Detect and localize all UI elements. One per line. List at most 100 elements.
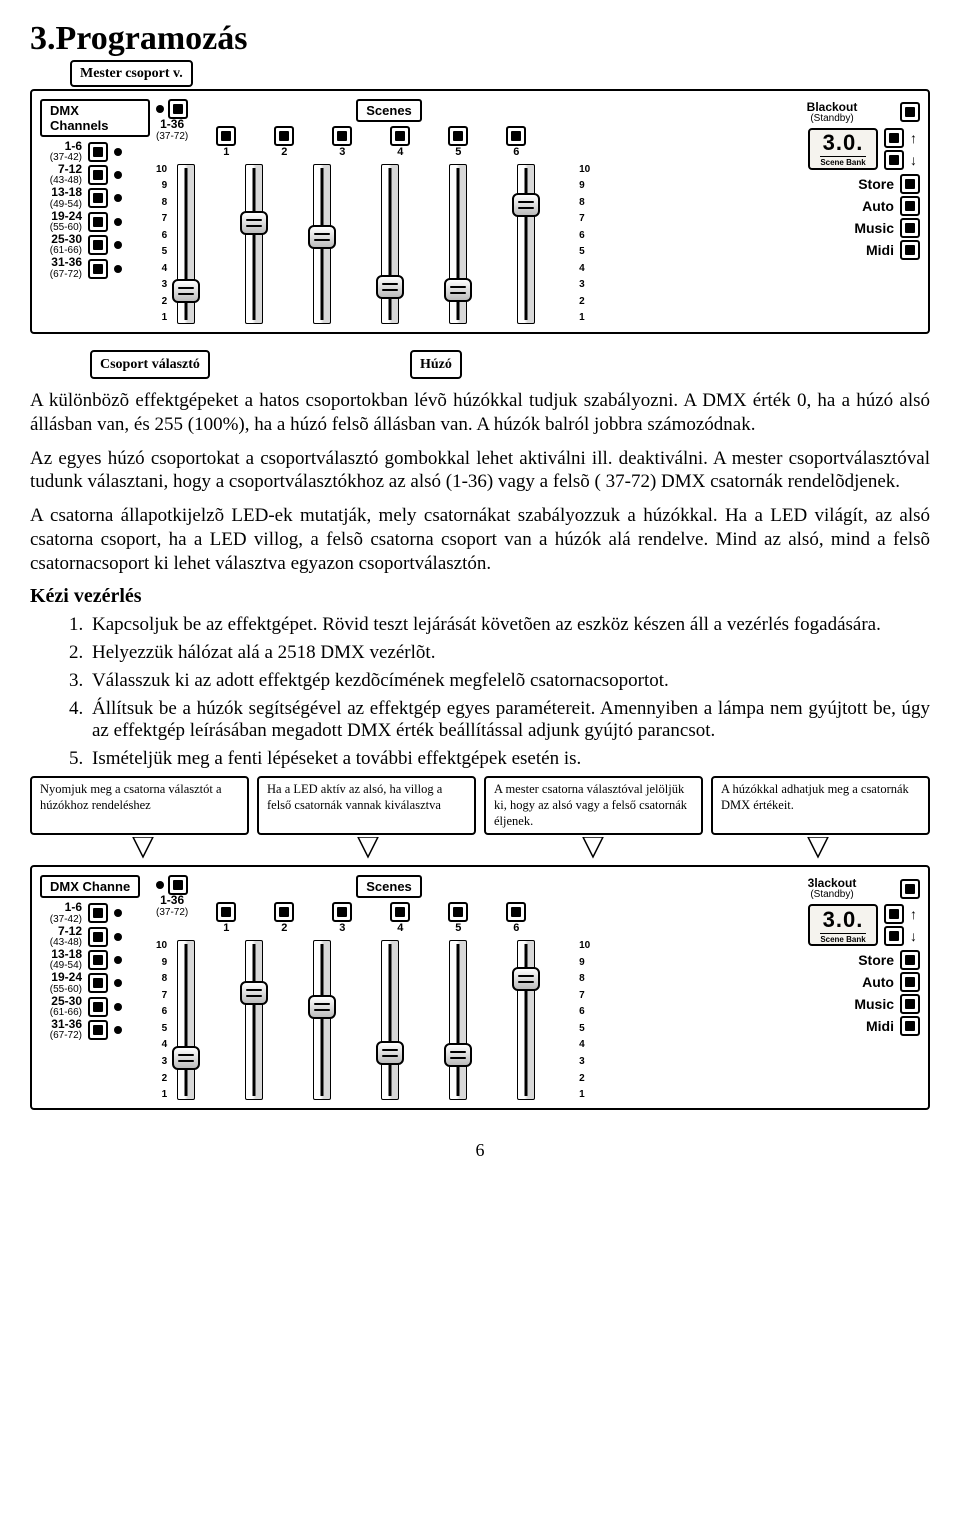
scale-tick: 2 (579, 296, 585, 307)
fader-handle[interactable] (512, 193, 540, 217)
fader[interactable] (309, 940, 335, 1100)
scenes-label: Scenes (356, 99, 422, 122)
store-button[interactable] (900, 174, 920, 194)
scale-tick: 1 (579, 312, 585, 323)
fader-handle[interactable] (376, 1041, 404, 1065)
group-select-button[interactable] (88, 235, 108, 255)
scale-tick: 8 (162, 197, 168, 208)
fader[interactable] (241, 940, 267, 1100)
scale-tick: 7 (162, 213, 168, 224)
fader[interactable] (513, 940, 539, 1100)
group-selector-row: 25-30 (61-66) (40, 234, 150, 256)
fader-handle[interactable] (172, 279, 200, 303)
store-button[interactable] (900, 950, 920, 970)
step-item: Helyezzük hálózat alá a 2518 DMX vezérlõ… (88, 642, 930, 664)
bank-up-button[interactable] (884, 904, 904, 924)
midi-button[interactable] (900, 240, 920, 260)
blackout-button[interactable] (900, 102, 920, 122)
bank-down-button[interactable] (884, 150, 904, 170)
group-select-button[interactable] (88, 1020, 108, 1040)
scene-button[interactable] (216, 902, 236, 922)
blackout-label: Blackout (770, 101, 894, 113)
group-led (114, 933, 122, 941)
scale-tick: 9 (162, 957, 168, 968)
fader-handle[interactable] (376, 275, 404, 299)
group-select-button[interactable] (88, 927, 108, 947)
kezi-vezerles-heading: Kézi vezérlés (30, 585, 930, 608)
scale-tick: 7 (579, 990, 585, 1001)
group-select-button[interactable] (88, 973, 108, 993)
fader-handle[interactable] (172, 1046, 200, 1070)
fader[interactable] (445, 164, 471, 324)
scene-bank-display: 3.0. Scene Bank (808, 128, 878, 170)
fader-handle[interactable] (308, 225, 336, 249)
music-button[interactable] (900, 218, 920, 238)
bank-up-button[interactable] (884, 128, 904, 148)
auto-button[interactable] (900, 196, 920, 216)
fader[interactable] (445, 940, 471, 1100)
scene-button[interactable] (332, 902, 352, 922)
arrow-down-icon: ↓ (910, 928, 920, 944)
scene-button[interactable] (390, 902, 410, 922)
fader[interactable] (241, 164, 267, 324)
scene-button[interactable] (274, 902, 294, 922)
group-select-button[interactable] (88, 188, 108, 208)
master-select-button[interactable] (168, 99, 188, 119)
scene-number-label: 4 (397, 146, 403, 158)
group-select-button[interactable] (88, 165, 108, 185)
scale-tick: 3 (162, 279, 168, 290)
scene-number-label: 1 (223, 146, 229, 158)
scene-button[interactable] (332, 126, 352, 146)
fader[interactable] (173, 164, 199, 324)
scene-number-label: 2 (281, 922, 287, 934)
scale-tick: 2 (162, 1073, 168, 1084)
fader-handle[interactable] (444, 278, 472, 302)
scene-button[interactable] (506, 902, 526, 922)
scene-button[interactable] (274, 126, 294, 146)
group-selector-row: 19-24 (55-60) (40, 972, 150, 994)
group-select-button[interactable] (88, 903, 108, 923)
fader-handle[interactable] (444, 1043, 472, 1067)
fader[interactable] (513, 164, 539, 324)
group-led (114, 218, 122, 226)
group-select-button[interactable] (88, 950, 108, 970)
group-select-button[interactable] (88, 212, 108, 232)
fader[interactable] (377, 940, 403, 1100)
blackout-label: 3lackout (770, 877, 894, 889)
master-range-label: 1-36 (160, 117, 184, 131)
fader[interactable] (377, 164, 403, 324)
group-select-button[interactable] (88, 259, 108, 279)
group-select-button[interactable] (88, 142, 108, 162)
scene-button[interactable] (448, 902, 468, 922)
dmx-panel-1: DMX Channels 1-6 (37-42) 7-12 (43-48) 13… (30, 89, 930, 334)
scene-button[interactable] (448, 126, 468, 146)
fader[interactable] (173, 940, 199, 1100)
scene-number-label: 6 (513, 146, 519, 158)
master-select-button[interactable] (168, 875, 188, 895)
group-selector-row: 13-18 (49-54) (40, 187, 150, 209)
scale-tick: 2 (162, 296, 168, 307)
display-sub: Scene Bank (820, 156, 865, 167)
fader-handle[interactable] (240, 211, 268, 235)
scene-button[interactable] (506, 126, 526, 146)
group-led (114, 194, 122, 202)
scene-button[interactable] (390, 126, 410, 146)
scale-tick: 7 (579, 213, 585, 224)
group-selector-row: 31-36 (67-72) (40, 1019, 150, 1041)
fader-handle[interactable] (308, 995, 336, 1019)
bank-down-button[interactable] (884, 926, 904, 946)
scene-button[interactable] (216, 126, 236, 146)
scene-number-label: 6 (513, 922, 519, 934)
group-sub-label: (67-72) (40, 269, 82, 280)
blackout-button[interactable] (900, 879, 920, 899)
scale-tick: 6 (162, 1006, 168, 1017)
fader-handle[interactable] (512, 967, 540, 991)
auto-button[interactable] (900, 972, 920, 992)
music-button[interactable] (900, 994, 920, 1014)
fader-handle[interactable] (240, 981, 268, 1005)
group-select-button[interactable] (88, 997, 108, 1017)
scale-tick: 5 (162, 1023, 168, 1034)
fader[interactable] (309, 164, 335, 324)
scale-tick: 8 (162, 973, 168, 984)
midi-button[interactable] (900, 1016, 920, 1036)
